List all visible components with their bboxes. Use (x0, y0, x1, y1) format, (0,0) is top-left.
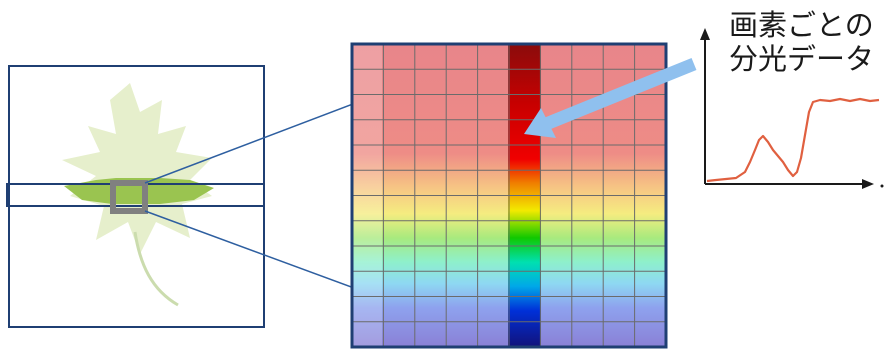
axis-end-dot (880, 184, 884, 188)
spectrum-curve-icon (706, 97, 880, 183)
caption-line-2: 分光データ (729, 42, 875, 76)
spectral-data-caption: 画素ごとの 分光データ (729, 8, 874, 76)
pixel-selector-square (110, 180, 148, 214)
spectral-cube-frame (350, 42, 668, 349)
x-axis-arrowhead (862, 179, 874, 189)
spectral-cube-grid (352, 44, 666, 347)
callout-arrow-icon (524, 57, 697, 138)
caption-line-1: 画素ごとの (729, 8, 874, 42)
leaf-image-panel (6, 65, 265, 328)
y-axis-arrowhead (700, 28, 710, 40)
spectrum-plot (700, 28, 884, 189)
